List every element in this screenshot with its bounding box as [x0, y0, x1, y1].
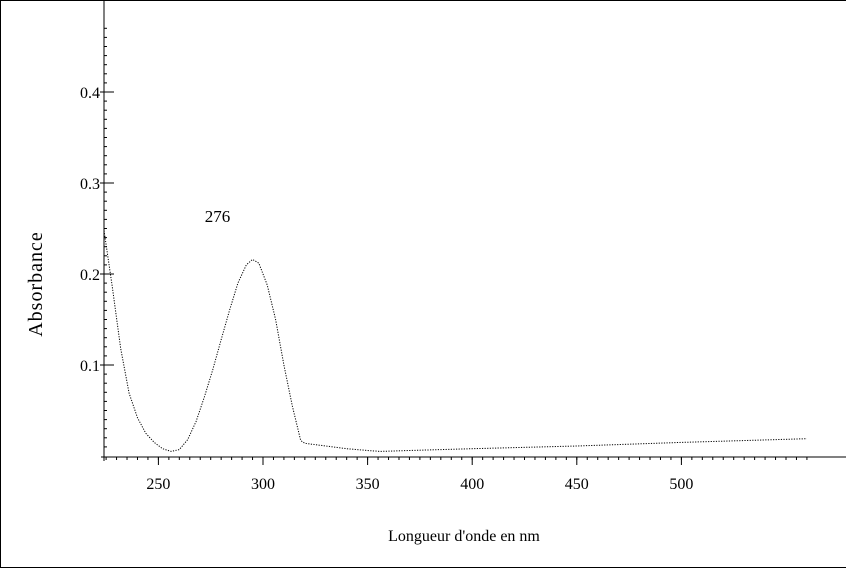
y-tick-label: 0.2 — [80, 267, 100, 284]
absorbance-series-line — [103, 199, 807, 452]
y-ticks: 0.1 0.2 0.3 0.4 — [80, 85, 114, 375]
y-tick-label: 0.1 — [80, 358, 100, 375]
x-tick-label: 500 — [669, 476, 693, 493]
peak-annotation: 276 — [205, 207, 231, 226]
x-tick-label: 250 — [146, 476, 170, 493]
x-axis-title: Longueur d'onde en nm — [388, 528, 540, 545]
x-tick-label: 450 — [565, 476, 589, 493]
y-tick-label: 0.4 — [80, 85, 100, 102]
x-tick-label: 350 — [356, 476, 380, 493]
x-tick-label: 300 — [251, 476, 275, 493]
y-axis-title: Absorbance — [25, 231, 47, 337]
x-tick-label: 400 — [460, 476, 484, 493]
x-ticks: 250 300 350 400 450 500 — [146, 457, 693, 493]
y-tick-label: 0.3 — [80, 176, 100, 193]
